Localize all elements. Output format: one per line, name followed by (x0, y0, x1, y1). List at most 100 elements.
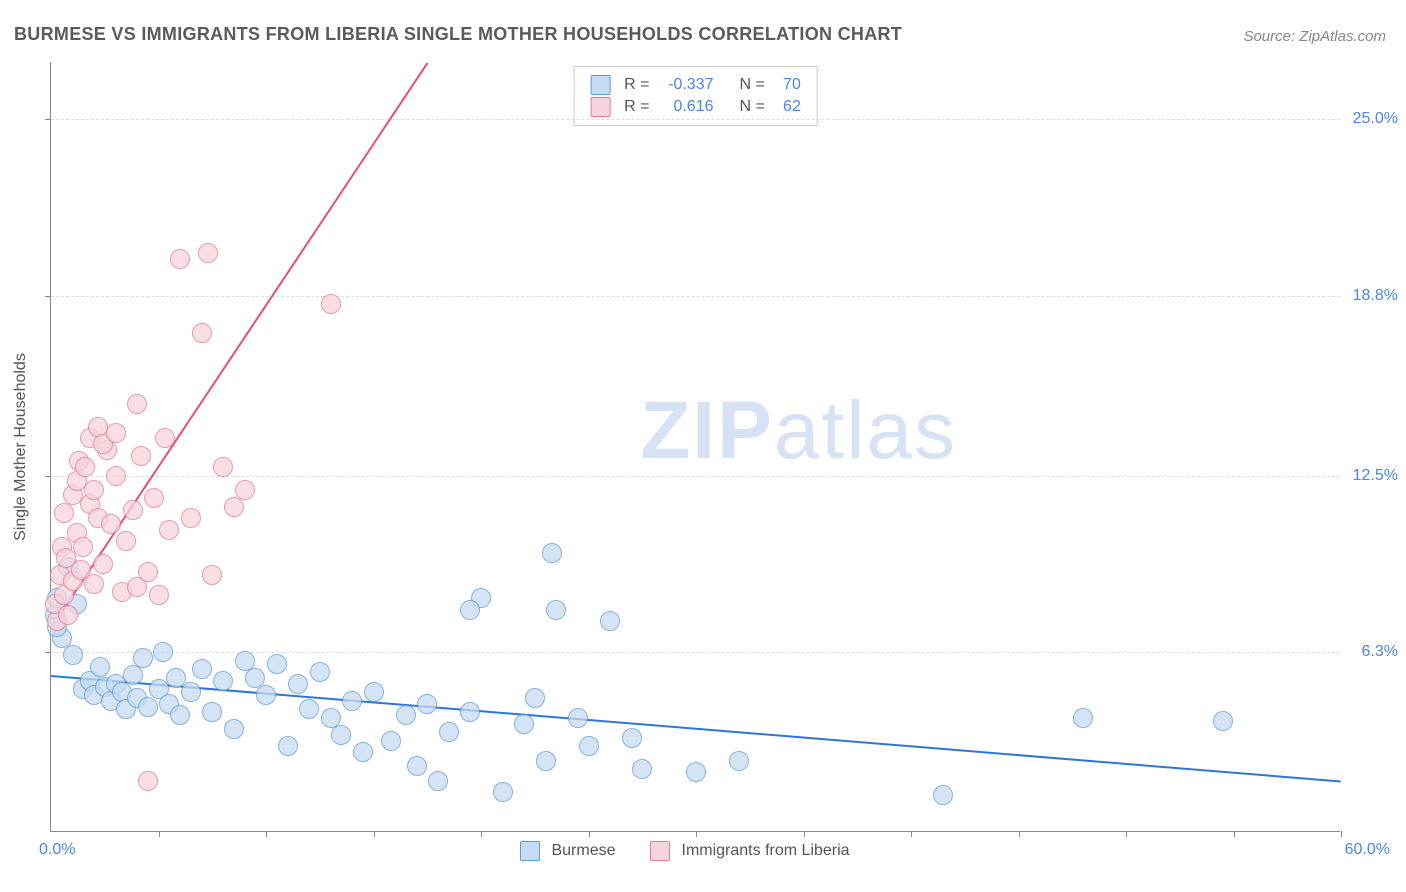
data-point (153, 642, 173, 662)
data-point (417, 694, 437, 714)
data-point (342, 691, 362, 711)
legend-row: R = -0.337 N = 70 (590, 75, 801, 95)
data-point (224, 719, 244, 739)
gridline (51, 119, 1340, 120)
y-tick-label: 18.8% (1353, 287, 1398, 305)
data-point (299, 699, 319, 719)
data-point (407, 756, 427, 776)
n-label: N = (740, 98, 765, 116)
data-point (224, 497, 244, 517)
y-tick-label: 12.5% (1353, 467, 1398, 485)
y-tick-label: 6.3% (1362, 643, 1398, 661)
data-point (331, 725, 351, 745)
data-point (155, 428, 175, 448)
data-point (58, 605, 78, 625)
data-point (546, 600, 566, 620)
x-axis-max-label: 60.0% (1345, 841, 1390, 859)
legend-label: Burmese (551, 842, 615, 860)
data-point (321, 294, 341, 314)
watermark-light: atlas (774, 385, 957, 476)
gridline (51, 296, 1340, 297)
data-point (127, 394, 147, 414)
data-point (106, 423, 126, 443)
x-tick (481, 831, 482, 837)
legend-swatch (649, 841, 669, 861)
data-point (90, 657, 110, 677)
watermark-bold: ZIP (640, 385, 774, 476)
correlation-legend: R = -0.337N = 70R = 0.616N = 62 (573, 66, 818, 126)
data-point (101, 514, 121, 534)
data-point (138, 562, 158, 582)
x-tick (159, 831, 160, 837)
data-point (63, 645, 83, 665)
data-point (310, 662, 330, 682)
data-point (1213, 711, 1233, 731)
source-attribution: Source: ZipAtlas.com (1243, 28, 1386, 45)
data-point (159, 520, 179, 540)
y-tick-label: 25.0% (1353, 110, 1398, 128)
data-point (93, 554, 113, 574)
data-point (600, 611, 620, 631)
series-legend: Burmese Immigrants from Liberia (519, 841, 871, 861)
r-value: 0.616 (658, 98, 714, 116)
data-point (181, 682, 201, 702)
chart-title: BURMESE VS IMMIGRANTS FROM LIBERIA SINGL… (14, 24, 902, 45)
data-point (138, 697, 158, 717)
data-point (632, 759, 652, 779)
data-point (192, 659, 212, 679)
data-point (439, 722, 459, 742)
data-point (288, 674, 308, 694)
r-value: -0.337 (658, 76, 714, 94)
data-point (181, 508, 201, 528)
x-axis-min-label: 0.0% (39, 841, 75, 859)
y-axis-title: Single Mother Households (12, 353, 30, 541)
data-point (138, 771, 158, 791)
data-point (213, 671, 233, 691)
legend-label: Immigrants from Liberia (681, 842, 849, 860)
data-point (267, 654, 287, 674)
r-label: R = (624, 98, 649, 116)
data-point (149, 585, 169, 605)
y-tick (45, 296, 51, 297)
data-point (933, 785, 953, 805)
x-tick (911, 831, 912, 837)
data-point (73, 537, 93, 557)
data-point (192, 323, 212, 343)
data-point (235, 480, 255, 500)
data-point (123, 665, 143, 685)
x-tick (1341, 831, 1342, 837)
data-point (170, 249, 190, 269)
data-point (493, 782, 513, 802)
watermark: ZIPatlas (640, 384, 957, 478)
data-point (131, 446, 151, 466)
data-point (364, 682, 384, 702)
data-point (460, 702, 480, 722)
y-tick (45, 652, 51, 653)
data-point (170, 705, 190, 725)
gridline (51, 476, 1340, 477)
data-point (202, 565, 222, 585)
data-point (116, 531, 136, 551)
n-label: N = (740, 76, 765, 94)
data-point (622, 728, 642, 748)
legend-swatch (590, 97, 610, 117)
x-tick (1126, 831, 1127, 837)
chart-container: BURMESE VS IMMIGRANTS FROM LIBERIA SINGL… (0, 0, 1406, 892)
data-point (396, 705, 416, 725)
data-point (256, 685, 276, 705)
legend-swatch (590, 75, 610, 95)
data-point (106, 466, 126, 486)
r-label: R = (624, 76, 649, 94)
data-point (514, 714, 534, 734)
data-point (144, 488, 164, 508)
data-point (686, 762, 706, 782)
data-point (84, 480, 104, 500)
data-point (568, 708, 588, 728)
legend-row: R = 0.616N = 62 (590, 97, 801, 117)
data-point (84, 574, 104, 594)
legend-swatch (519, 841, 539, 861)
data-point (75, 457, 95, 477)
n-value: 70 (773, 76, 801, 94)
data-point (54, 503, 74, 523)
data-point (579, 736, 599, 756)
